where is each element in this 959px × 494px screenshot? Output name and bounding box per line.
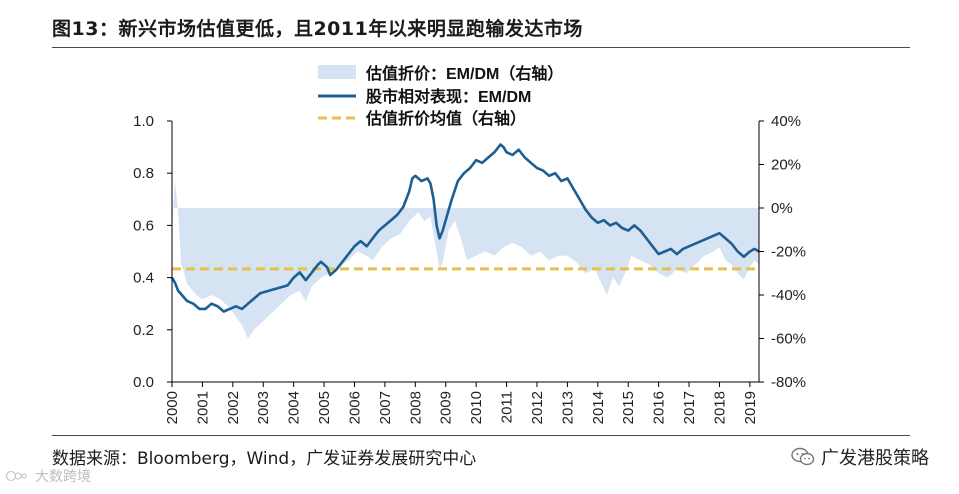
x-axis-tick-label: 2001: [194, 391, 211, 424]
right-axis-tick-label: 40%: [771, 113, 801, 130]
x-axis-tick-label: 2018: [711, 391, 728, 424]
x-axis-tick-label: 2002: [225, 391, 242, 424]
source-note: 数据来源：Bloomberg，Wind，广发证券发展研究中心: [52, 449, 477, 469]
legend-label: 估值折价：EM/DM（右轴）: [365, 64, 563, 83]
legend: 估值折价：EM/DM（右轴） 股市相对表现：EM/DM 估值折价均值（右轴）: [318, 64, 563, 128]
x-axis-tick-label: 2006: [346, 391, 363, 424]
watermark-icon: [6, 470, 27, 482]
valuation-discount-area: [172, 179, 759, 339]
legend-swatch-valuation: [318, 65, 356, 79]
brand: 广发港股策略: [791, 444, 929, 470]
x-axis-tick-label: 2016: [651, 391, 668, 424]
x-axis-tick-label: 2017: [681, 391, 698, 424]
legend-label: 估值折价均值（右轴）: [365, 109, 526, 128]
wechat-icon: [791, 447, 815, 466]
x-axis-tick-label: 2010: [468, 391, 485, 424]
legend-label: 股市相对表现：EM/DM: [366, 87, 531, 106]
left-axis-tick-label: 0.6: [133, 217, 154, 234]
right-axis-tick-label: -40%: [771, 287, 806, 304]
x-axis-tick-label: 2014: [590, 391, 607, 424]
left-axis-tick-label: 0.0: [133, 374, 154, 391]
left-axis-tick-label: 0.8: [133, 165, 154, 182]
x-axis-tick-label: 2005: [316, 391, 333, 424]
left-axis-tick-label: 0.4: [133, 270, 154, 287]
x-axis-tick-label: 2015: [620, 391, 637, 424]
watermark: 大数跨境: [6, 466, 91, 486]
right-axis-tick-label: -60%: [771, 331, 806, 348]
x-axis-tick-label: 2013: [559, 391, 576, 424]
x-axis-tick-label: 2009: [438, 391, 455, 424]
right-axis-tick-label: -20%: [771, 244, 806, 261]
relative-performance-line: [170, 143, 760, 313]
brand-label: 广发港股策略: [821, 448, 929, 469]
right-axis-tick-label: 0%: [771, 200, 793, 217]
watermark-label: 大数跨境: [35, 469, 91, 485]
x-axis-tick-label: 2008: [407, 391, 424, 424]
x-axis-tick-label: 2019: [742, 391, 759, 424]
source-divider: [52, 435, 910, 436]
left-axis-tick-label: 1.0: [133, 113, 154, 130]
x-axis-tick-label: 2012: [529, 391, 546, 424]
x-axis-tick-label: 2000: [164, 391, 181, 424]
axes: 0.0 0.2 0.4 0.6 0.8 1.0 40% 20% 0% -20% -40% -60% -8…: [133, 113, 806, 424]
right-axis-tick-label: -80%: [771, 374, 806, 391]
x-axis-tick-label: 2011: [499, 391, 516, 423]
left-axis-tick-label: 0.2: [133, 322, 154, 339]
title-divider: [52, 47, 910, 48]
chart-title: 图13：新兴市场估值更低，且2011年以来明显跑输发达市场: [52, 18, 583, 40]
chart: 估值折价：EM/DM（右轴） 股市相对表现：EM/DM 估值折价均值（右轴） 0.0…: [133, 64, 806, 424]
x-axis-tick-label: 2007: [377, 391, 394, 424]
x-axis-tick-label: 2004: [286, 391, 303, 424]
x-axis-tick-label: 2003: [255, 391, 272, 424]
right-axis-tick-label: 20%: [771, 157, 801, 174]
